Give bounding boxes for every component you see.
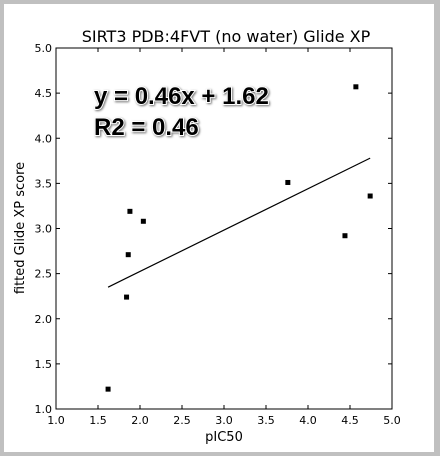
x-axis: 1.0 1.5 2.0 2.5 3.0 3.5 4.0 4.5 5.0 bbox=[47, 48, 401, 427]
plot-frame bbox=[55, 47, 393, 410]
y-axis: 1.0 1.5 2.0 2.5 3.0 3.5 4.0 4.5 5.0 bbox=[35, 42, 392, 416]
y-tick-label: 3.5 bbox=[35, 177, 53, 190]
data-point bbox=[367, 193, 373, 199]
data-point bbox=[342, 233, 348, 239]
y-tick-label: 1.0 bbox=[35, 403, 53, 416]
chart-figure: SIRT3 PDB:4FVT (no water) Glide XP 1.0 1.… bbox=[4, 4, 434, 452]
x-tick-label: 1.0 bbox=[47, 414, 65, 427]
data-points bbox=[105, 84, 373, 392]
x-tick-label: 3.0 bbox=[215, 414, 233, 427]
x-tick-label: 1.5 bbox=[89, 414, 107, 427]
y-tick-label: 5.0 bbox=[35, 42, 53, 55]
x-tick-label: 4.5 bbox=[341, 414, 359, 427]
y-tick-label: 4.5 bbox=[35, 87, 53, 100]
fit-line bbox=[107, 157, 371, 288]
data-point bbox=[285, 179, 291, 185]
y-tick-label: 2.5 bbox=[35, 268, 53, 281]
data-point bbox=[127, 208, 133, 214]
x-tick-label: 5.0 bbox=[383, 414, 401, 427]
data-point bbox=[140, 218, 146, 224]
y-tick-label: 4.0 bbox=[35, 132, 53, 145]
scatter-chart: SIRT3 PDB:4FVT (no water) Glide XP 1.0 1.… bbox=[13, 27, 401, 445]
chart-title: SIRT3 PDB:4FVT (no water) Glide XP bbox=[82, 27, 371, 46]
data-point bbox=[125, 252, 131, 258]
data-point bbox=[105, 386, 111, 392]
y-tick-label: 1.5 bbox=[35, 358, 53, 371]
x-tick-label: 2.0 bbox=[131, 414, 149, 427]
r2-annotation: R2 = 0.46 bbox=[94, 114, 199, 141]
x-axis-title: pIC50 bbox=[205, 430, 243, 445]
y-tick-label: 2.0 bbox=[35, 313, 53, 326]
x-tick-label: 2.5 bbox=[173, 414, 191, 427]
y-axis-title: fitted Glide XP score bbox=[13, 162, 28, 294]
y-tick-label: 3.0 bbox=[35, 223, 53, 236]
x-tick-label: 3.5 bbox=[257, 414, 275, 427]
data-point bbox=[353, 84, 359, 90]
x-tick-label: 4.0 bbox=[299, 414, 317, 427]
fit-line-layer bbox=[107, 157, 371, 288]
equation-annotation: y = 0.46x + 1.62 bbox=[94, 83, 269, 110]
data-point bbox=[124, 294, 130, 300]
